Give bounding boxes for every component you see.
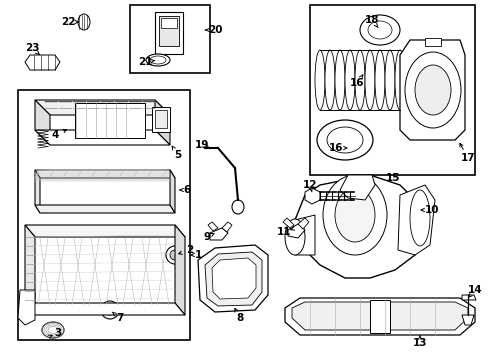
Ellipse shape bbox=[170, 250, 180, 260]
Bar bbox=[18, 90, 190, 340]
Polygon shape bbox=[25, 303, 184, 315]
Text: 6: 6 bbox=[183, 185, 190, 195]
Polygon shape bbox=[297, 218, 308, 229]
Text: 23: 23 bbox=[25, 43, 39, 53]
Ellipse shape bbox=[394, 50, 404, 110]
Bar bbox=[155, 110, 167, 128]
Ellipse shape bbox=[345, 50, 354, 110]
Polygon shape bbox=[155, 100, 170, 145]
Text: 8: 8 bbox=[236, 313, 243, 323]
Ellipse shape bbox=[367, 21, 391, 39]
Polygon shape bbox=[25, 55, 60, 70]
Polygon shape bbox=[207, 222, 218, 231]
Polygon shape bbox=[283, 218, 293, 228]
Text: 10: 10 bbox=[424, 205, 438, 215]
Ellipse shape bbox=[334, 50, 345, 110]
Polygon shape bbox=[397, 185, 434, 255]
Polygon shape bbox=[25, 225, 35, 315]
Polygon shape bbox=[25, 225, 184, 237]
Bar bbox=[152, 107, 170, 132]
Polygon shape bbox=[222, 222, 231, 232]
Polygon shape bbox=[35, 100, 170, 115]
Text: 16: 16 bbox=[349, 78, 364, 88]
Bar bbox=[155, 12, 183, 54]
Text: 5: 5 bbox=[174, 150, 181, 160]
Polygon shape bbox=[305, 188, 319, 204]
Ellipse shape bbox=[323, 175, 386, 255]
Polygon shape bbox=[291, 302, 467, 330]
Bar bbox=[424, 38, 440, 46]
Ellipse shape bbox=[326, 127, 362, 153]
Text: 16: 16 bbox=[328, 143, 343, 153]
Text: 14: 14 bbox=[467, 285, 481, 295]
Text: 12: 12 bbox=[302, 180, 317, 190]
Bar bbox=[130, 5, 209, 73]
Ellipse shape bbox=[359, 15, 399, 45]
Bar bbox=[309, 5, 474, 175]
Polygon shape bbox=[204, 252, 262, 306]
Text: 15: 15 bbox=[385, 173, 400, 183]
Ellipse shape bbox=[78, 14, 90, 30]
Ellipse shape bbox=[231, 200, 244, 214]
Text: 4: 4 bbox=[51, 130, 59, 140]
Polygon shape bbox=[285, 298, 474, 335]
Text: 21: 21 bbox=[138, 57, 152, 67]
Text: 11: 11 bbox=[276, 227, 291, 237]
Polygon shape bbox=[461, 295, 475, 300]
Ellipse shape bbox=[101, 301, 119, 319]
Bar bbox=[75, 103, 145, 138]
Polygon shape bbox=[35, 100, 50, 145]
Polygon shape bbox=[198, 245, 267, 312]
Ellipse shape bbox=[414, 65, 450, 115]
Text: 22: 22 bbox=[61, 17, 75, 27]
Ellipse shape bbox=[105, 305, 115, 315]
Text: 13: 13 bbox=[412, 338, 427, 348]
Polygon shape bbox=[175, 225, 184, 315]
Ellipse shape bbox=[150, 56, 165, 64]
Ellipse shape bbox=[285, 219, 305, 255]
Text: 2: 2 bbox=[186, 245, 193, 255]
Ellipse shape bbox=[316, 120, 372, 160]
Polygon shape bbox=[209, 228, 227, 240]
Polygon shape bbox=[170, 170, 175, 213]
Ellipse shape bbox=[146, 54, 170, 66]
Polygon shape bbox=[399, 40, 464, 140]
Text: 19: 19 bbox=[194, 140, 209, 150]
Text: 17: 17 bbox=[460, 153, 474, 163]
Ellipse shape bbox=[334, 188, 374, 242]
Ellipse shape bbox=[404, 52, 460, 128]
Bar bbox=[369, 300, 389, 333]
Ellipse shape bbox=[165, 246, 183, 264]
Polygon shape bbox=[339, 175, 374, 200]
Polygon shape bbox=[294, 175, 419, 278]
Ellipse shape bbox=[364, 50, 374, 110]
Text: 3: 3 bbox=[54, 328, 61, 338]
Text: 9: 9 bbox=[203, 232, 210, 242]
Polygon shape bbox=[35, 205, 175, 213]
Polygon shape bbox=[287, 224, 305, 238]
Polygon shape bbox=[35, 130, 170, 145]
Ellipse shape bbox=[354, 50, 364, 110]
Ellipse shape bbox=[374, 50, 384, 110]
Text: 7: 7 bbox=[116, 313, 123, 323]
Text: 20: 20 bbox=[207, 25, 222, 35]
Ellipse shape bbox=[42, 322, 64, 338]
Text: 18: 18 bbox=[364, 15, 379, 25]
Polygon shape bbox=[461, 315, 473, 325]
Polygon shape bbox=[18, 290, 35, 325]
Polygon shape bbox=[294, 215, 314, 255]
Polygon shape bbox=[212, 258, 256, 299]
Ellipse shape bbox=[314, 50, 325, 110]
Bar bbox=[159, 16, 179, 46]
Polygon shape bbox=[35, 170, 40, 213]
Ellipse shape bbox=[325, 50, 334, 110]
Ellipse shape bbox=[409, 190, 429, 246]
Polygon shape bbox=[35, 170, 175, 178]
Text: 1: 1 bbox=[194, 250, 201, 260]
Bar bbox=[161, 18, 177, 28]
Ellipse shape bbox=[384, 50, 394, 110]
